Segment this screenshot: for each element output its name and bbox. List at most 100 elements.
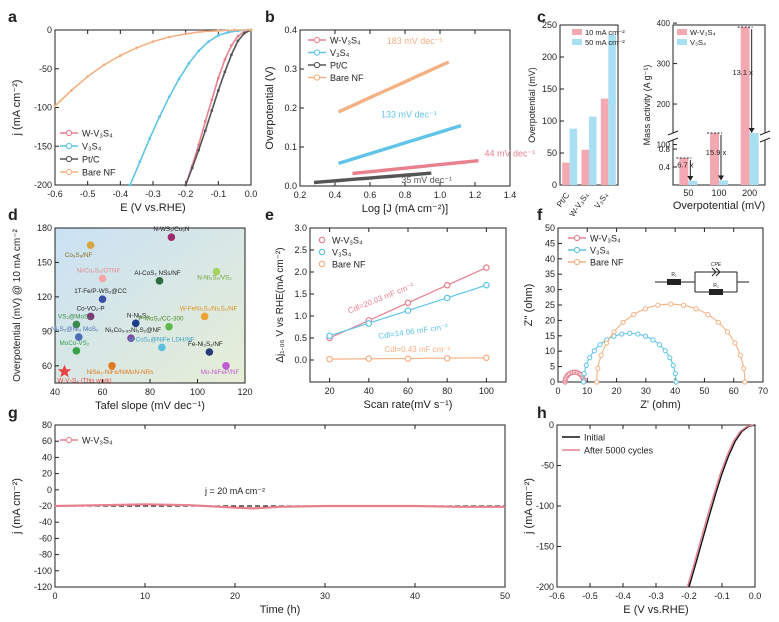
chart-d-point-label: Co₉S₈/NF bbox=[65, 252, 93, 259]
chart-b-series-line bbox=[352, 159, 479, 176]
chart-f-series-point bbox=[620, 319, 626, 325]
chart-d-point-label: 1T-Fe/P-WS₂@CC bbox=[74, 288, 127, 295]
chart-f-series-point bbox=[732, 340, 738, 346]
chart-d-point-star bbox=[57, 364, 72, 378]
chart-d-point-label: W-V₃S₄ (This work) bbox=[57, 378, 111, 385]
chart-f-series-point bbox=[737, 352, 743, 358]
chart-d-xtick-label: 100 bbox=[190, 387, 205, 397]
chart-f-circuit-cpe-label: CPE bbox=[711, 262, 722, 268]
panel-label-f: f bbox=[537, 207, 543, 224]
chart-c2-break-mark bbox=[667, 137, 679, 143]
chart-d-ytick-label: 60 bbox=[42, 361, 52, 371]
chart-f-series-point bbox=[715, 319, 721, 325]
chart-h-series-line bbox=[688, 424, 756, 588]
chart-b-xlabel: Log [J (mA cm⁻²)] bbox=[362, 203, 449, 215]
chart-g-legend-marker bbox=[65, 436, 73, 444]
chart-d-point-label: Ni₃S₂@Ni₃ MoS₂ bbox=[51, 326, 99, 333]
chart-f-circuit-r2 bbox=[709, 289, 723, 295]
chart-b-xtick-label: 1.4 bbox=[504, 190, 517, 200]
chart-c2-ratio-arrowhead bbox=[718, 175, 724, 181]
chart-g-ytick-label: -40 bbox=[39, 517, 52, 527]
chart-b-ytick-label: 0.4 bbox=[284, 25, 297, 35]
chart-a-series-point bbox=[216, 34, 220, 37]
chart-f-circuit-r1-label: R₁ bbox=[671, 272, 677, 278]
chart-h-ytick-label: -100 bbox=[536, 501, 554, 511]
chart-d-ytick-label: 180 bbox=[37, 223, 52, 233]
chart-c1-bar bbox=[569, 128, 578, 185]
chart-a-series-point bbox=[243, 31, 246, 35]
chart-c1-ytick-label: 0 bbox=[552, 180, 557, 190]
chart-b-legend-marker bbox=[313, 49, 321, 56]
chart-d-point-label: N-Ni₃S₂/VS₂ bbox=[197, 275, 232, 282]
chart-e-legend-marker bbox=[318, 236, 326, 244]
chart-c1-bar bbox=[608, 34, 616, 185]
chart-e-ytick-label: 1.0 bbox=[294, 311, 307, 321]
chart-f-series-point bbox=[642, 333, 649, 339]
chart-f-series-point bbox=[655, 302, 661, 308]
chart-b-xtick-label: 0.2 bbox=[294, 190, 307, 200]
chart-c1-legend-swatch bbox=[572, 39, 582, 45]
chart-a-legend-label: W-V₃S₄ bbox=[82, 129, 113, 139]
chart-e-series-point bbox=[443, 354, 451, 362]
chart-d-point-label: Co-VO₂-P bbox=[77, 305, 105, 312]
chart-f-xtick-label: 40 bbox=[670, 386, 680, 396]
chart-e-legend-label: W-V₃S₄ bbox=[332, 236, 363, 246]
chart-g-xtick-label: 30 bbox=[320, 591, 330, 601]
chart-b-legend-marker bbox=[313, 74, 321, 81]
chart-c1-ytick-label: 250 bbox=[542, 20, 557, 30]
chart-a-series-point bbox=[167, 95, 171, 99]
chart-f-ylabel: Z'' (ohm) bbox=[523, 284, 535, 327]
chart-a-series-point bbox=[128, 183, 132, 187]
chart-a-series-point bbox=[216, 29, 220, 33]
chart-d-point bbox=[205, 348, 214, 356]
chart-d-plot-background bbox=[55, 228, 245, 383]
chart-g-ytick-label: -80 bbox=[39, 550, 52, 560]
chart-f-series-point bbox=[611, 329, 617, 335]
chart-d-point-label: P-MoS₂/CC-300 bbox=[138, 316, 184, 323]
chart-a-series-point bbox=[197, 49, 201, 53]
chart-a-xlabel: E (V vs.RHE) bbox=[120, 202, 185, 214]
chart-d-point-label: Ni₃Co₃.₉₅Ni₃S₂@NF bbox=[105, 327, 161, 334]
chart-e-series-point bbox=[365, 320, 373, 327]
chart-d-point bbox=[127, 334, 135, 343]
chart-f-ytick-label: 40 bbox=[545, 254, 555, 264]
chart-c1-category-label: V₃S₄ bbox=[593, 191, 610, 210]
chart-d-ylabel: Overpotential (mV) @ 10 mA cm⁻² bbox=[12, 228, 23, 381]
chart-e-series-point bbox=[365, 355, 373, 362]
chart-b-ylabel: Overpotential (V) bbox=[264, 66, 276, 149]
chart-e-series-point bbox=[483, 264, 490, 271]
chart-c2-category-label: 100 bbox=[711, 188, 726, 198]
chart-f-series-point bbox=[627, 330, 633, 336]
chart-h-xtick-label: -0.1 bbox=[714, 591, 730, 601]
chart-b-series-line bbox=[338, 123, 462, 166]
chart-d-point bbox=[158, 343, 166, 352]
chart-f-series-point bbox=[591, 348, 597, 354]
chart-c2-break-mark bbox=[759, 130, 771, 136]
chart-h-xtick-label: -0.6 bbox=[549, 591, 565, 601]
chart-c2-bar bbox=[710, 133, 719, 185]
chart-b-xtick-label: 1.0 bbox=[434, 190, 447, 200]
chart-a-series-point bbox=[118, 54, 122, 57]
chart-g-xtick-label: 20 bbox=[230, 591, 240, 601]
chart-f-series-point bbox=[594, 379, 600, 385]
chart-a-series-point bbox=[236, 39, 240, 43]
chart-g-ytick-label: -20 bbox=[39, 501, 52, 511]
chart-c1-ylabel: Overpotential (mV) bbox=[527, 67, 537, 143]
chart-c2-ytick-label: 0.8 bbox=[659, 145, 671, 154]
chart-f-series-point bbox=[603, 340, 610, 346]
chart-h-ytick-label: 0 bbox=[549, 420, 554, 430]
chart-e-series-point bbox=[404, 307, 412, 315]
chart-c2-ytick-label: 300 bbox=[657, 60, 671, 69]
chart-b-legend-label: Bare NF bbox=[330, 73, 364, 83]
chart-a-series-point bbox=[223, 70, 227, 74]
chart-a-series-point bbox=[203, 120, 207, 123]
chart-c2-ratio-label: 6.7 x bbox=[677, 160, 694, 169]
chart-b-ytick-label: 0.2 bbox=[284, 103, 297, 113]
chart-e-series-point bbox=[443, 294, 451, 302]
chart-a-series-point bbox=[210, 109, 214, 112]
chart-d-ytick-label: 90 bbox=[42, 326, 52, 336]
panel-label-b: b bbox=[265, 9, 275, 26]
chart-a-series-point bbox=[184, 183, 188, 187]
chart-c2-legend-swatch bbox=[677, 39, 687, 45]
chart-a-series-point bbox=[69, 89, 73, 92]
